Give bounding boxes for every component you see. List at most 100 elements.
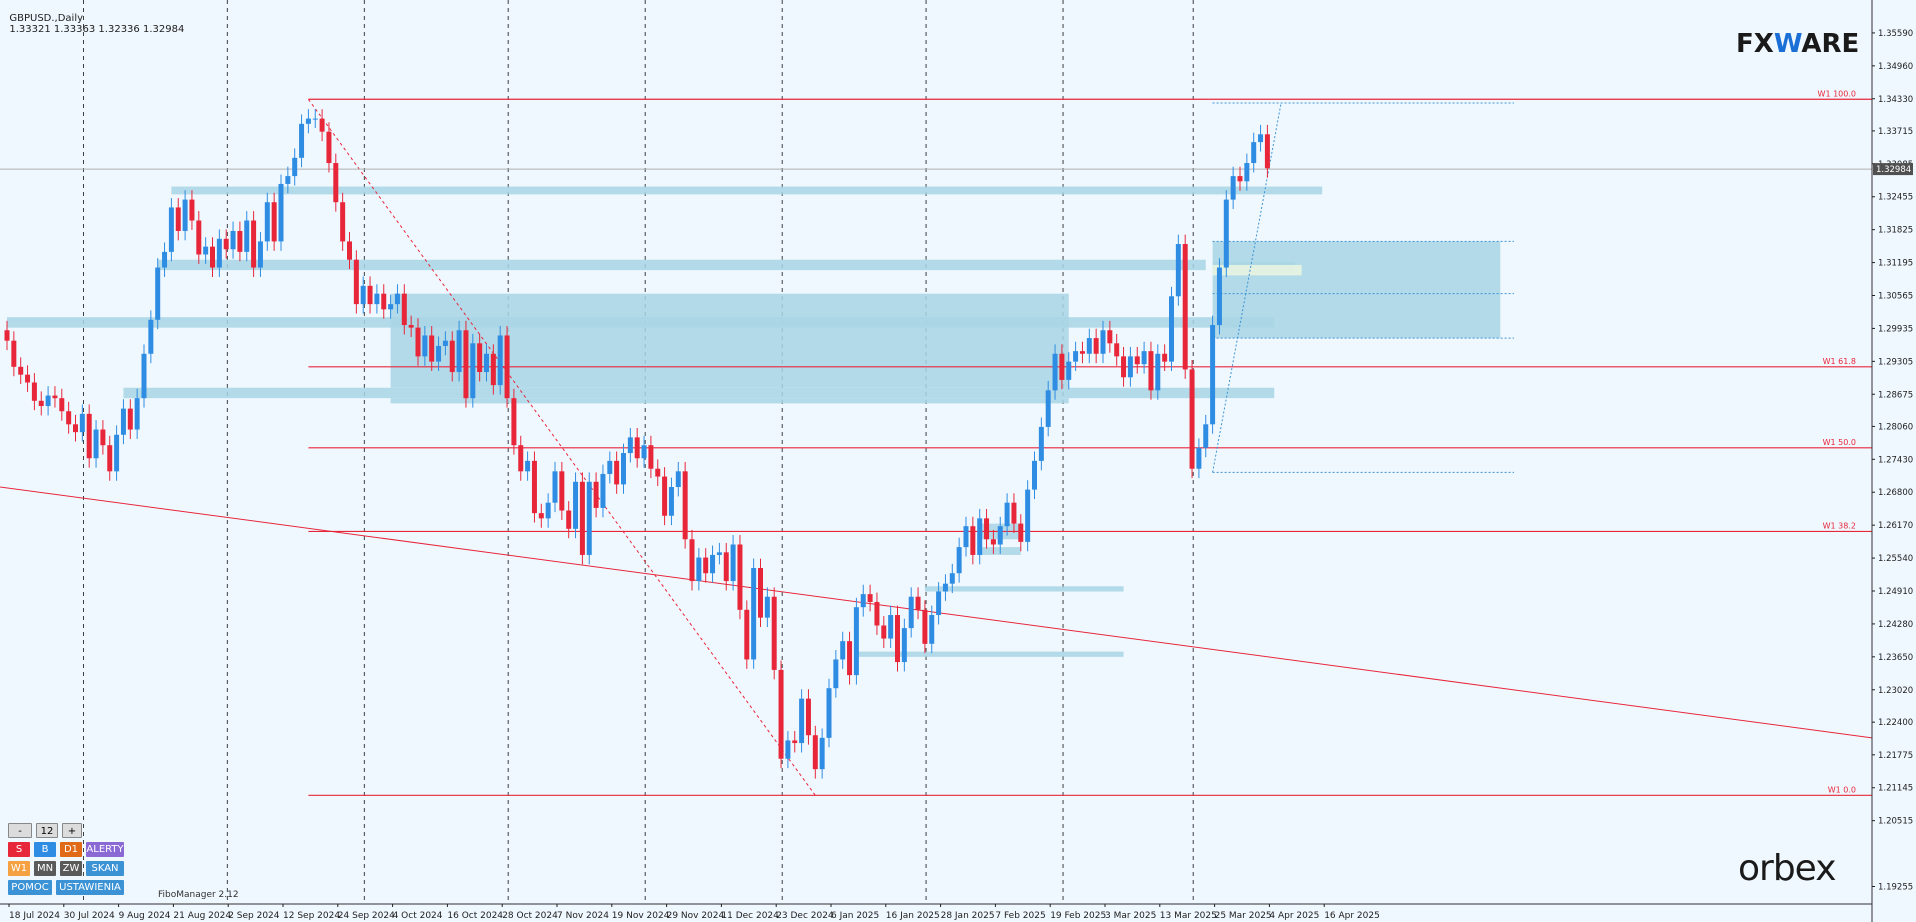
candle-body xyxy=(120,408,126,435)
candle-body xyxy=(668,487,674,516)
candle-body xyxy=(1066,361,1072,380)
candle-body xyxy=(367,285,373,305)
price-tick-label: 1.31825 xyxy=(1878,226,1913,236)
candle-body xyxy=(525,460,531,472)
candle-body xyxy=(456,330,462,373)
d1-button[interactable]: D1 xyxy=(60,842,82,857)
candle-body xyxy=(915,596,921,610)
candle-body xyxy=(1059,353,1065,380)
candle-body xyxy=(1155,353,1161,391)
candle-body xyxy=(579,481,585,555)
candle-body xyxy=(278,183,284,242)
candle-body xyxy=(271,202,277,242)
candle-body xyxy=(593,481,599,508)
candle-body xyxy=(449,340,455,373)
candle-body xyxy=(134,398,140,430)
candle-body xyxy=(429,335,435,362)
candle-body xyxy=(929,615,935,644)
candle-body xyxy=(1203,424,1209,448)
candle-body xyxy=(908,596,914,629)
date-tick-label: 11 Dec 2024 xyxy=(721,911,779,921)
candle-body xyxy=(175,207,181,231)
candle-body xyxy=(1004,502,1010,527)
fibo-manager-label: FiboManager 2.12 xyxy=(158,890,239,900)
price-tick-label: 1.29305 xyxy=(1878,357,1913,367)
candle-body xyxy=(182,199,188,231)
count-field[interactable]: 12 xyxy=(36,823,58,838)
sell-button[interactable]: S xyxy=(8,842,30,857)
candle-body xyxy=(1025,489,1031,542)
candle-body xyxy=(847,641,853,676)
candle-body xyxy=(607,460,613,474)
candle-body xyxy=(977,518,983,555)
candle-body xyxy=(11,340,17,367)
candle-body xyxy=(737,544,743,610)
candle-body xyxy=(819,737,825,770)
candle-body xyxy=(504,335,510,399)
price-zone xyxy=(123,387,1275,399)
candle-body xyxy=(696,557,702,582)
candle-body xyxy=(1134,356,1140,365)
candle-body xyxy=(614,460,620,485)
candle-body xyxy=(778,669,784,759)
candle-body xyxy=(422,335,428,357)
candle-body xyxy=(381,293,387,310)
zw-button[interactable]: ZW xyxy=(60,861,82,876)
candle-body xyxy=(353,259,359,305)
price-tick-label: 1.32455 xyxy=(1878,193,1913,203)
help-button[interactable]: POMOC xyxy=(8,880,52,895)
price-zone xyxy=(390,293,1069,388)
mn-button[interactable]: MN xyxy=(34,861,56,876)
candle-body xyxy=(162,251,168,268)
candle-body xyxy=(758,568,763,618)
date-tick-label: 7 Feb 2025 xyxy=(995,911,1045,921)
price-zone xyxy=(924,586,1124,592)
candle-body xyxy=(4,330,10,341)
date-tick-label: 4 Apr 2025 xyxy=(1269,911,1319,921)
candle-body xyxy=(771,596,777,670)
candle-body xyxy=(319,118,325,132)
scan-button[interactable]: SKAN xyxy=(86,861,124,876)
fib-level-label: W1 50.0 xyxy=(1823,438,1856,447)
candle-body xyxy=(751,568,757,660)
date-tick-label: 18 Jul 2024 xyxy=(9,911,60,921)
candle-body xyxy=(1107,330,1113,344)
candle-body xyxy=(1045,390,1051,427)
date-tick-label: 21 Aug 2024 xyxy=(173,911,231,921)
price-axis: 1.355901.349601.343301.337151.330851.324… xyxy=(1872,29,1913,892)
decrease-button[interactable]: - xyxy=(8,823,32,838)
price-tick-label: 1.29935 xyxy=(1878,324,1913,334)
date-tick-label: 29 Nov 2024 xyxy=(667,911,725,921)
buy-button[interactable]: B xyxy=(34,842,56,857)
settings-button[interactable]: USTAWIENIA xyxy=(56,880,124,895)
candle-body xyxy=(881,625,887,639)
candle-body xyxy=(901,628,907,663)
candle-body xyxy=(401,293,407,326)
candle-body xyxy=(1052,353,1058,391)
candle-body xyxy=(31,382,37,401)
candle-body xyxy=(18,366,24,375)
date-tick-label: 25 Mar 2025 xyxy=(1215,911,1272,921)
candle-body xyxy=(251,220,257,268)
alerts-button[interactable]: ALERTY xyxy=(86,842,124,857)
increase-button[interactable]: + xyxy=(62,823,82,838)
candle-body xyxy=(1230,176,1236,200)
candle-body xyxy=(1011,502,1017,524)
candle-body xyxy=(538,513,544,519)
candle-body xyxy=(340,202,346,242)
candle-body xyxy=(1189,369,1195,469)
candle-body xyxy=(744,609,750,660)
candle-body xyxy=(963,526,969,548)
candle-body xyxy=(511,398,517,446)
candle-body xyxy=(463,330,469,399)
candle-body xyxy=(264,202,270,242)
candle-body xyxy=(333,163,339,203)
candle-body xyxy=(949,573,955,584)
price-tick-label: 1.21775 xyxy=(1878,751,1913,761)
price-zone xyxy=(390,398,1069,404)
candle-body xyxy=(141,353,147,399)
w1-button[interactable]: W1 xyxy=(8,861,30,876)
chart-symbol: GBPUSD.,Daily xyxy=(9,13,84,24)
candle-body xyxy=(1093,338,1099,354)
